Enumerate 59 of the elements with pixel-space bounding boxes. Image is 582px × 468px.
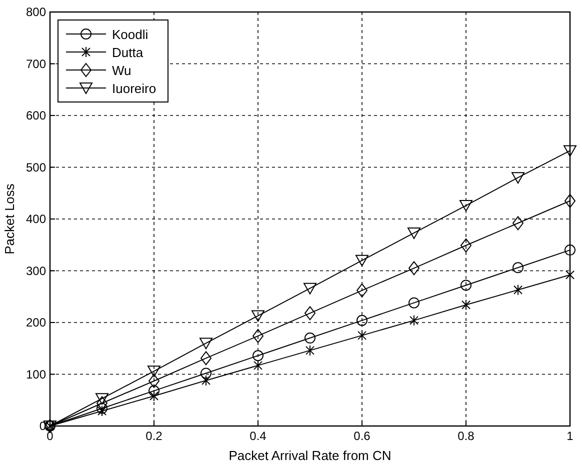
x-tick-label: 0.2 [146, 429, 163, 443]
point [462, 299, 470, 310]
point [566, 269, 574, 280]
point [564, 145, 576, 157]
point [148, 374, 160, 388]
point [200, 338, 212, 350]
point [408, 297, 420, 308]
y-tick-label: 700 [26, 56, 46, 71]
point [252, 328, 264, 343]
point [358, 330, 366, 341]
point [148, 385, 160, 396]
point [410, 314, 418, 326]
point [408, 227, 420, 239]
point [304, 282, 316, 294]
y-tick-label: 500 [26, 160, 46, 174]
point [564, 194, 576, 208]
point [304, 332, 316, 344]
y-axis-title: Packet Loss [2, 183, 17, 254]
point [254, 360, 262, 371]
point [200, 368, 212, 379]
point [252, 350, 264, 362]
legend-label: Iuoreiro [112, 81, 156, 96]
point [564, 244, 576, 256]
point [460, 280, 472, 291]
y-tick-label: 600 [26, 108, 46, 122]
point [512, 172, 524, 184]
point [356, 283, 368, 298]
y-tick-label: 100 [26, 367, 46, 382]
y-tick-label: 400 [26, 212, 46, 226]
point [460, 238, 472, 252]
y-tick-label: 200 [26, 316, 46, 330]
point [512, 216, 524, 230]
y-tick-label: 800 [26, 5, 46, 19]
x-tick-label: 0.4 [250, 429, 267, 443]
x-tick-label: 1 [566, 429, 574, 443]
point [96, 402, 108, 414]
point [98, 405, 106, 416]
point [512, 262, 524, 274]
point [304, 306, 316, 320]
legend-label: Dutta [112, 45, 144, 60]
point [306, 344, 314, 356]
x-tick-label: 0.6 [354, 429, 371, 443]
y-tick-label: 300 [26, 264, 46, 278]
point [96, 393, 108, 405]
point [96, 396, 108, 410]
legend-label: Koodli [112, 27, 148, 42]
legend-label: Wu [112, 63, 132, 78]
point [202, 374, 210, 386]
point [148, 366, 160, 378]
point [150, 390, 158, 402]
point [356, 254, 368, 266]
x-axis-title: Packet Arrival Rate from CN [228, 448, 392, 463]
point [356, 314, 368, 326]
point [408, 261, 420, 276]
point [252, 310, 264, 322]
point [514, 284, 522, 296]
point [200, 351, 212, 366]
point [460, 200, 472, 212]
x-tick-label: 0.8 [458, 429, 475, 443]
